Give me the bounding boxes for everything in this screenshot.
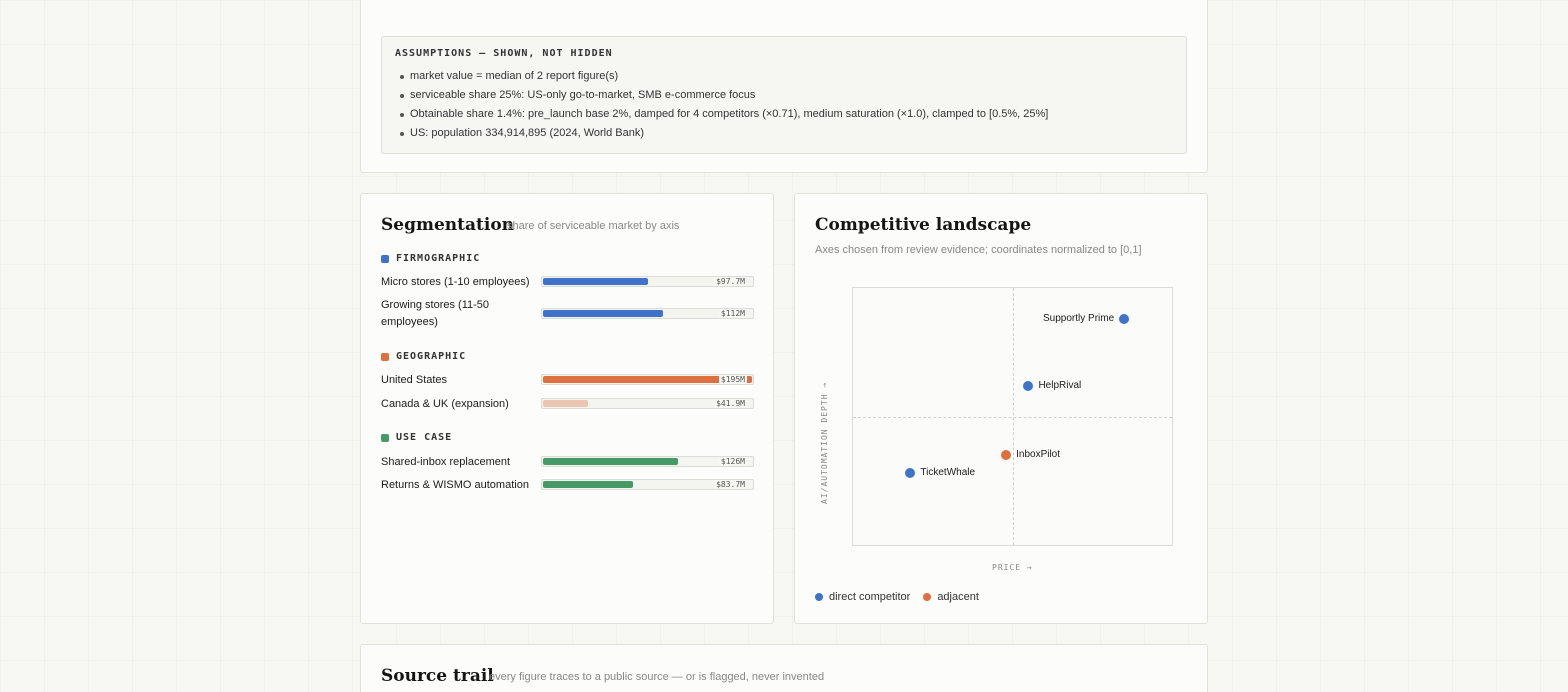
- segment-row-label: Growing stores (11-50 employees): [381, 299, 490, 328]
- segmentation-card: Segmentation share of serviceable market…: [360, 193, 774, 624]
- assumptions-list: market value = median of 2 report figure…: [395, 67, 1173, 143]
- group-label: GEOGRAPHIC: [396, 351, 467, 362]
- segment-bar-value: $112M: [718, 309, 747, 318]
- segment-bar: $112M: [541, 308, 754, 319]
- legend-label-adjacent: adjacent: [937, 591, 979, 603]
- segment-bar-value: $41.9M: [714, 399, 747, 408]
- group-label: USE CASE: [396, 432, 453, 443]
- segmentation-title: Segmentation: [381, 215, 515, 235]
- quadrant-divider-vertical: [1013, 288, 1014, 545]
- landscape-subtitle: Axes chosen from review evidence; coordi…: [815, 244, 1142, 256]
- legend-label-direct: direct competitor: [829, 591, 911, 603]
- segment-bar-value: $97.7M: [714, 277, 747, 286]
- segment-bar-value: $195M: [718, 375, 747, 384]
- assumption-item: market value = median of 2 report figure…: [395, 67, 1173, 86]
- segment-row-label: Micro stores (1-10 employees): [381, 276, 530, 288]
- y-axis-label: AI/AUTOMATION DEPTH →: [820, 381, 829, 504]
- segment-bar: $83.7M: [541, 479, 754, 490]
- segment-bar-fill: [543, 458, 678, 465]
- source-trail-subtitle: every figure traces to a public source —…: [489, 671, 825, 683]
- group-swatch: [381, 352, 389, 361]
- group-label: FIRMOGRAPHIC: [396, 253, 481, 264]
- segment-bar-fill: [543, 376, 752, 383]
- competitor-label: HelpRival: [1038, 379, 1082, 391]
- segment-bar-fill: [543, 481, 633, 488]
- segmentation-subtitle: share of serviceable market by axis: [507, 220, 680, 232]
- segment-row-label: Returns & WISMO automation: [381, 479, 529, 491]
- competitor-label: TicketWhale: [920, 467, 976, 479]
- legend-dot-direct: [815, 593, 823, 601]
- x-axis-label: PRICE →: [992, 563, 1033, 572]
- segment-bar: $195M: [541, 374, 754, 385]
- landscape-card: Competitive landscape Axes chosen from r…: [794, 193, 1208, 624]
- competitor-label: InboxPilot: [1016, 449, 1061, 461]
- assumption-item: Obtainable share 1.4%: pre_launch base 2…: [395, 105, 1173, 124]
- segment-bar: $126M: [541, 456, 754, 467]
- competitor-point: [905, 468, 916, 479]
- assumption-item: US: population 334,914,895 (2024, World …: [395, 124, 1173, 143]
- assumption-item: serviceable share 25%: US-only go-to-mar…: [395, 86, 1173, 105]
- assumptions-heading: ASSUMPTIONS — SHOWN, NOT HIDDEN: [395, 48, 613, 59]
- landscape-title: Competitive landscape: [815, 215, 1032, 235]
- quadrant-divider-horizontal: [853, 417, 1172, 418]
- segment-bar: $41.9M: [541, 398, 754, 409]
- segment-group-geographic: GEOGRAPHIC: [381, 351, 466, 362]
- competitor-point: [1119, 313, 1130, 324]
- segment-row-label: United States: [381, 374, 448, 386]
- segment-bar-fill: [543, 400, 588, 407]
- segment-row-label: Shared-inbox replacement: [381, 456, 511, 468]
- assumptions-card: ASSUMPTIONS — SHOWN, NOT HIDDEN market v…: [360, 0, 1208, 173]
- competitor-point: [1023, 380, 1034, 391]
- segment-group-firmographic: FIRMOGRAPHIC: [381, 253, 480, 264]
- landscape-plot: Supportly Prime HelpRival InboxPilot Ticket…: [852, 287, 1173, 546]
- segment-bar-fill: [543, 310, 663, 317]
- source-trail-card: Source trail every figure traces to a pu…: [360, 644, 1208, 692]
- assumptions-panel: ASSUMPTIONS — SHOWN, NOT HIDDEN market v…: [381, 36, 1187, 154]
- segment-bar-fill: [543, 278, 648, 285]
- segment-bar: $97.7M: [541, 276, 754, 287]
- competitor-point: [1001, 450, 1012, 461]
- group-swatch: [381, 254, 389, 263]
- landscape-legend: direct competitor adjacent: [815, 591, 979, 603]
- group-swatch: [381, 433, 389, 442]
- competitor-label: Supportly Prime: [1043, 312, 1115, 324]
- segment-bar-value: $126M: [718, 457, 747, 466]
- source-trail-title: Source trail: [381, 666, 494, 686]
- segment-group-use-case: USE CASE: [381, 432, 452, 443]
- segment-row-label: Canada & UK (expansion): [381, 398, 509, 410]
- legend-dot-adjacent: [923, 593, 932, 601]
- segment-bar-value: $83.7M: [714, 480, 747, 489]
